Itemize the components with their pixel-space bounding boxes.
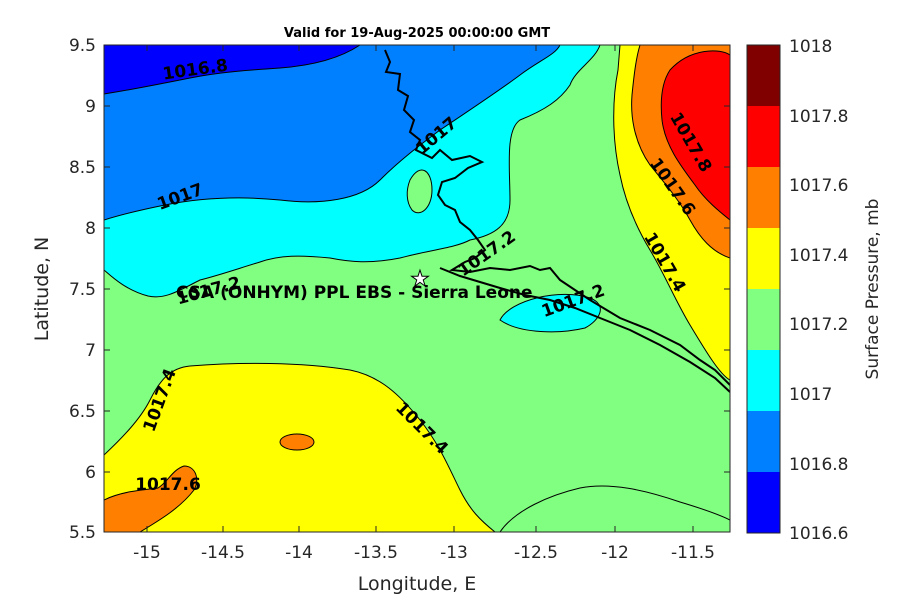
y-tick-label: 7.5 bbox=[69, 280, 96, 300]
colorbar-frame bbox=[746, 44, 781, 534]
y-tick-label: 7 bbox=[85, 341, 96, 361]
colorbar-tick-label: 1017.8 bbox=[789, 107, 848, 127]
x-tick-label: -14.5 bbox=[201, 543, 245, 563]
colorbar-tick-label: 1017 bbox=[789, 385, 832, 405]
contour-label-1017-6-south: 1017.6 bbox=[135, 475, 201, 495]
y-tick-label: 6 bbox=[85, 463, 96, 483]
y-tick-label: 5.5 bbox=[69, 523, 96, 543]
y-tick-label: 9 bbox=[85, 97, 96, 117]
colorbar-band-1017-8 bbox=[747, 106, 780, 167]
colorbar-band-1018 bbox=[747, 45, 780, 106]
colorbar-band-1016-8 bbox=[747, 411, 780, 472]
y-axis-label: Latitude, N bbox=[31, 237, 53, 342]
pressure-zone-1017-2-south bbox=[499, 485, 730, 532]
site-star-icon: ★ bbox=[410, 267, 430, 292]
site-label: CSA (ONHYM) PPL EBS - Sierra Leone bbox=[176, 283, 533, 303]
axis-tick-marks bbox=[104, 44, 730, 533]
x-tick-label: -13.5 bbox=[354, 543, 398, 563]
colorbar bbox=[746, 44, 781, 534]
x-tick-label: -12.5 bbox=[514, 543, 558, 563]
colorbar-tick-label: 1017.2 bbox=[789, 315, 848, 335]
colorbar-band-1017-0 bbox=[747, 350, 780, 411]
y-tick-label: 6.5 bbox=[69, 402, 96, 422]
x-axis-label: Longitude, E bbox=[358, 573, 477, 595]
pressure-zone-1017-6-south bbox=[104, 465, 198, 532]
map-plot-area: ★ CSA (ONHYM) PPL EBS - Sierra Leone 101… bbox=[104, 45, 730, 532]
y-tick-label: 8.5 bbox=[69, 158, 96, 178]
x-tick-label: -13 bbox=[440, 543, 468, 563]
colorbar-tick-label: 1016.6 bbox=[789, 524, 848, 544]
x-tick-label: -15 bbox=[133, 543, 161, 563]
colorbar-label: Surface Pressure, mb bbox=[863, 199, 883, 380]
coastline-south bbox=[439, 267, 730, 393]
colorbar-tick-label: 1018 bbox=[789, 37, 832, 57]
colorbar-band-1017-6 bbox=[747, 167, 780, 228]
y-tick-label: 8 bbox=[85, 219, 96, 239]
pressure-zone-1017-8-east bbox=[660, 50, 730, 221]
y-tick-label: 9.5 bbox=[69, 36, 96, 56]
pressure-zone-1017-6-islet bbox=[279, 433, 315, 451]
pressure-zone-1017-0-coastal bbox=[499, 293, 601, 333]
x-tick-label: -12 bbox=[601, 543, 629, 563]
colorbar-band-1017-2 bbox=[747, 289, 780, 350]
colorbar-tick-label: 1017.4 bbox=[789, 246, 848, 266]
colorbar-tick-label: 1016.8 bbox=[789, 455, 848, 475]
colorbar-tick-label: 1017.6 bbox=[789, 176, 848, 196]
pressure-zone-1017-2-lobe bbox=[406, 169, 433, 214]
pressure-zone-1016-6 bbox=[104, 45, 361, 95]
x-tick-label: -14 bbox=[285, 543, 313, 563]
colorbar-band-1016-6 bbox=[747, 472, 780, 533]
colorbar-band-1017-4 bbox=[747, 228, 780, 289]
x-tick-label: -11.5 bbox=[671, 543, 715, 563]
map-title: Valid for 19-Aug-2025 00:00:00 GMT bbox=[284, 26, 550, 41]
coastline bbox=[384, 49, 730, 386]
pressure-zone-1016-8 bbox=[104, 45, 561, 221]
